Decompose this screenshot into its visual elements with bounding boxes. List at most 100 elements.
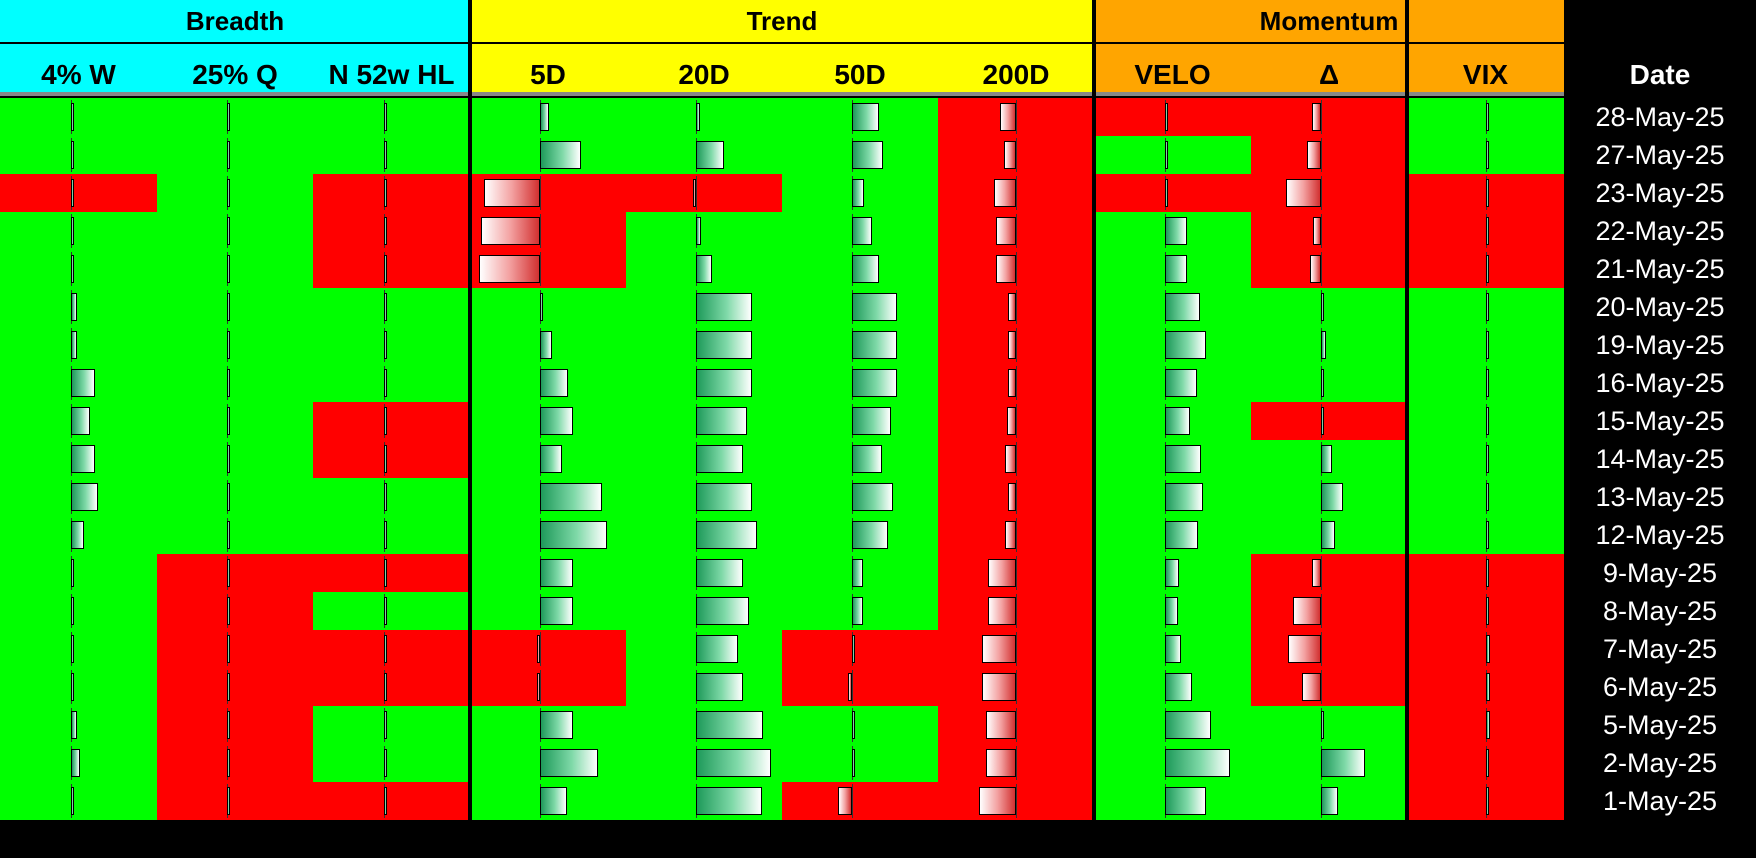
date-cell: 6-May-25	[1602, 671, 1718, 702]
data-bar	[227, 217, 230, 245]
bar-axis	[1321, 632, 1322, 666]
signal-cell	[313, 250, 470, 288]
signal-cell	[0, 288, 157, 326]
data-bar	[852, 445, 882, 473]
data-bar	[696, 635, 738, 663]
column-header: 25% Q	[192, 59, 278, 90]
signal-cell	[157, 478, 313, 516]
data-bar	[986, 749, 1016, 777]
data-bar	[227, 445, 230, 473]
signal-cell	[1407, 782, 1564, 820]
signal-cell	[470, 668, 626, 706]
data-bar	[384, 787, 387, 815]
data-bar	[1008, 331, 1016, 359]
signal-cell	[0, 136, 157, 174]
data-bar	[384, 217, 387, 245]
signal-cell	[1251, 326, 1407, 364]
data-bar	[1321, 521, 1335, 549]
data-bar	[1165, 141, 1168, 169]
data-bar	[1312, 103, 1321, 131]
signal-cell	[1094, 136, 1251, 174]
data-bar	[384, 293, 387, 321]
data-bar	[1486, 293, 1489, 321]
date-cell: 12-May-25	[1595, 519, 1725, 550]
signal-cell	[313, 326, 470, 364]
data-bar	[982, 673, 1016, 701]
signal-cell	[1407, 174, 1564, 212]
signal-cell	[157, 554, 313, 592]
signal-cell	[157, 98, 313, 136]
data-bar	[227, 483, 230, 511]
data-bar	[1321, 331, 1326, 359]
data-bar	[384, 635, 387, 663]
data-bar	[1486, 635, 1490, 663]
data-bar	[227, 103, 230, 131]
date-cell: 16-May-25	[1595, 367, 1725, 398]
data-bar	[384, 521, 387, 549]
data-bar	[696, 483, 752, 511]
data-bar	[852, 369, 897, 397]
data-bar	[1165, 559, 1179, 587]
data-bar	[537, 635, 540, 663]
data-bar	[696, 711, 763, 739]
column-header: 20D	[678, 59, 730, 90]
data-bar	[1486, 673, 1490, 701]
bar-axis	[1016, 632, 1017, 666]
bar-axis	[540, 176, 541, 210]
data-bar	[848, 673, 852, 701]
data-bar	[1307, 141, 1321, 169]
signal-cell	[0, 706, 157, 744]
signal-cell	[1407, 554, 1564, 592]
data-bar	[852, 635, 855, 663]
bar-axis	[1016, 670, 1017, 704]
data-bar	[1486, 407, 1489, 435]
data-bar	[696, 673, 743, 701]
data-bar	[540, 331, 552, 359]
bar-axis	[1016, 290, 1017, 324]
group-divider	[1405, 0, 1409, 858]
signal-cell	[0, 250, 157, 288]
data-bar	[1165, 103, 1168, 131]
signal-cell	[157, 364, 313, 402]
signal-cell	[1407, 516, 1564, 554]
data-bar	[1321, 407, 1324, 435]
bar-axis	[1016, 556, 1017, 590]
data-bar	[540, 483, 602, 511]
signal-cell	[1407, 706, 1564, 744]
data-bar	[71, 293, 77, 321]
data-bar	[696, 217, 701, 245]
data-bar	[384, 331, 387, 359]
bar-axis	[540, 214, 541, 248]
data-bar	[1312, 559, 1321, 587]
data-bar	[1486, 521, 1489, 549]
signal-cell	[313, 288, 470, 326]
data-bar	[71, 141, 74, 169]
signal-cell	[313, 744, 470, 782]
data-bar	[1486, 141, 1489, 169]
signal-cell	[1407, 136, 1564, 174]
signal-cell	[0, 630, 157, 668]
signal-cell	[1251, 706, 1407, 744]
bar-axis	[1016, 784, 1017, 818]
signal-cell	[1407, 630, 1564, 668]
signal-cell	[313, 174, 470, 212]
column-header: Δ	[1318, 59, 1340, 90]
data-bar	[852, 597, 863, 625]
data-bar	[696, 331, 752, 359]
signal-cell	[782, 630, 938, 668]
data-bar	[71, 445, 95, 473]
signal-cell	[1251, 402, 1407, 440]
data-bar	[227, 597, 230, 625]
data-bar	[1165, 635, 1181, 663]
bar-axis	[1016, 138, 1017, 172]
signal-cell	[157, 136, 313, 174]
data-bar	[852, 255, 879, 283]
data-bar	[1165, 483, 1203, 511]
data-bar	[1000, 103, 1016, 131]
data-bar	[1321, 445, 1332, 473]
data-bar	[1486, 369, 1489, 397]
column-header: VIX	[1462, 59, 1509, 90]
data-bar	[1286, 179, 1321, 207]
data-bar	[1165, 749, 1230, 777]
